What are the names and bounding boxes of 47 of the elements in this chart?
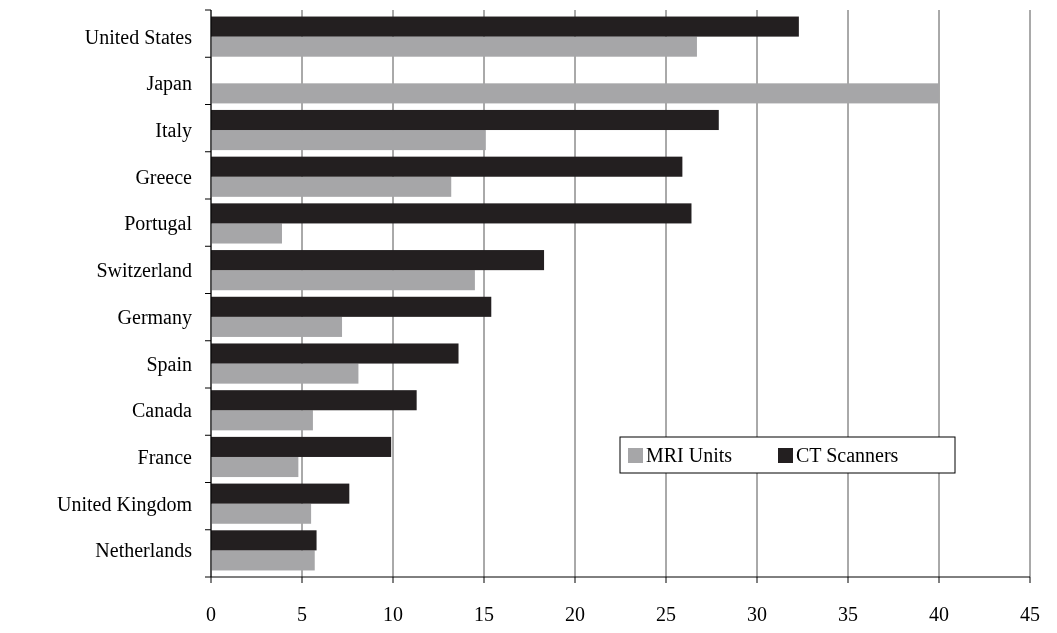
bar: [211, 296, 492, 317]
bar: [211, 250, 545, 271]
bar: [211, 223, 282, 244]
y-tick-label: United States: [84, 25, 193, 48]
bar: [211, 130, 486, 151]
x-tick-label: 0: [206, 603, 216, 625]
y-tick-label: Canada: [132, 399, 193, 422]
y-tick-label: Germany: [117, 305, 192, 329]
y-tick-label: Netherlands: [95, 539, 193, 562]
bar: [211, 270, 475, 291]
bar: [211, 316, 343, 337]
bar: [211, 503, 312, 524]
legend-label: CT Scanners: [796, 444, 899, 466]
bar: [211, 109, 719, 131]
bar: [211, 343, 459, 364]
y-tick-label: Portugal: [124, 212, 193, 236]
bar: [211, 83, 939, 104]
x-tick-label: 10: [383, 603, 403, 625]
bar: [211, 203, 692, 224]
bar: [211, 176, 452, 197]
x-tick-label: 30: [747, 603, 767, 625]
y-tick-label: Spain: [146, 352, 192, 376]
bar: [211, 436, 392, 457]
bar: [211, 363, 359, 384]
x-tick-label: 15: [474, 603, 494, 625]
x-tick-label: 45: [1020, 603, 1040, 625]
bar: [211, 410, 313, 431]
y-tick-label: Japan: [146, 72, 192, 96]
bar: [211, 550, 315, 571]
legend-label: MRI Units: [646, 444, 733, 466]
bar: [211, 456, 299, 478]
y-tick-label: Italy: [155, 119, 192, 143]
y-tick-label: Greece: [135, 165, 193, 188]
bar: [211, 483, 350, 504]
bar: [211, 16, 799, 37]
x-tick-label: 5: [297, 603, 307, 625]
bar: [211, 36, 697, 57]
x-tick-label: 20: [565, 603, 585, 625]
x-tick-label: 25: [656, 603, 676, 625]
x-tick-label: 40: [929, 603, 949, 625]
y-tick-label: Switzerland: [96, 259, 192, 282]
y-tick-label: France: [137, 445, 193, 468]
x-tick-label: 35: [838, 603, 858, 625]
y-tick-label: United Kingdom: [57, 492, 193, 516]
bar: [211, 530, 317, 551]
bar: [211, 390, 417, 411]
bar: [211, 156, 683, 177]
